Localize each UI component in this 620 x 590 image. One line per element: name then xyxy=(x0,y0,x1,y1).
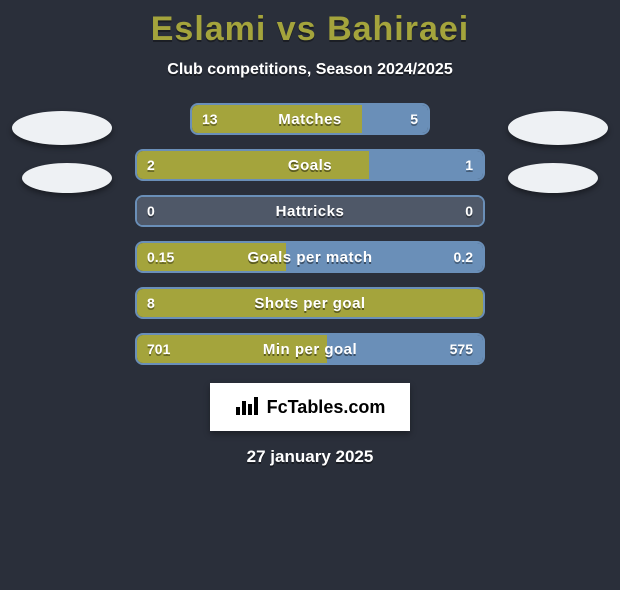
bar-left-value: 13 xyxy=(202,111,218,127)
bar-left-segment: 2 xyxy=(137,151,369,179)
bar-left-value: 0 xyxy=(147,203,155,219)
bar-right-segment: 1 xyxy=(369,151,483,179)
brand-text: FcTables.com xyxy=(267,397,386,418)
brand-box: FcTables.com xyxy=(210,383,410,431)
bar-right-value: 5 xyxy=(410,111,418,127)
bar-row: 00Hattricks xyxy=(135,195,485,227)
bar-left-value: 701 xyxy=(147,341,170,357)
bar-left-segment: 13 xyxy=(192,105,362,133)
bar-right-segment: 5 xyxy=(362,105,428,133)
bar-neutral-segment: 00 xyxy=(137,197,483,225)
bar-row: 8Shots per goal xyxy=(135,287,485,319)
bar-left-value: 0.15 xyxy=(147,249,174,265)
bar-row: 21Goals xyxy=(135,149,485,181)
bar-rows-container: 135Matches21Goals00Hattricks0.150.2Goals… xyxy=(0,103,620,365)
bar-right-value: 575 xyxy=(450,341,473,357)
bar-right-segment: 0.2 xyxy=(286,243,483,271)
bar-right-value: 1 xyxy=(465,157,473,173)
bar-row: 0.150.2Goals per match xyxy=(135,241,485,273)
bar-right-value: 0 xyxy=(465,203,473,219)
bar-left-value: 2 xyxy=(147,157,155,173)
bar-right-value: 0.2 xyxy=(454,249,473,265)
bar-row: 135Matches xyxy=(190,103,430,135)
page-subtitle: Club competitions, Season 2024/2025 xyxy=(0,61,620,79)
bar-left-segment: 0.15 xyxy=(137,243,286,271)
brand-chart-icon xyxy=(235,395,259,420)
bar-left-segment: 8 xyxy=(137,289,483,317)
bar-row: 701575Min per goal xyxy=(135,333,485,365)
comparison-chart: 135Matches21Goals00Hattricks0.150.2Goals… xyxy=(0,103,620,365)
date-line: 27 january 2025 xyxy=(0,447,620,467)
page-title: Eslami vs Bahiraei xyxy=(0,10,620,49)
bar-left-value: 8 xyxy=(147,295,155,311)
bar-right-segment: 575 xyxy=(327,335,483,363)
bar-left-segment: 701 xyxy=(137,335,327,363)
